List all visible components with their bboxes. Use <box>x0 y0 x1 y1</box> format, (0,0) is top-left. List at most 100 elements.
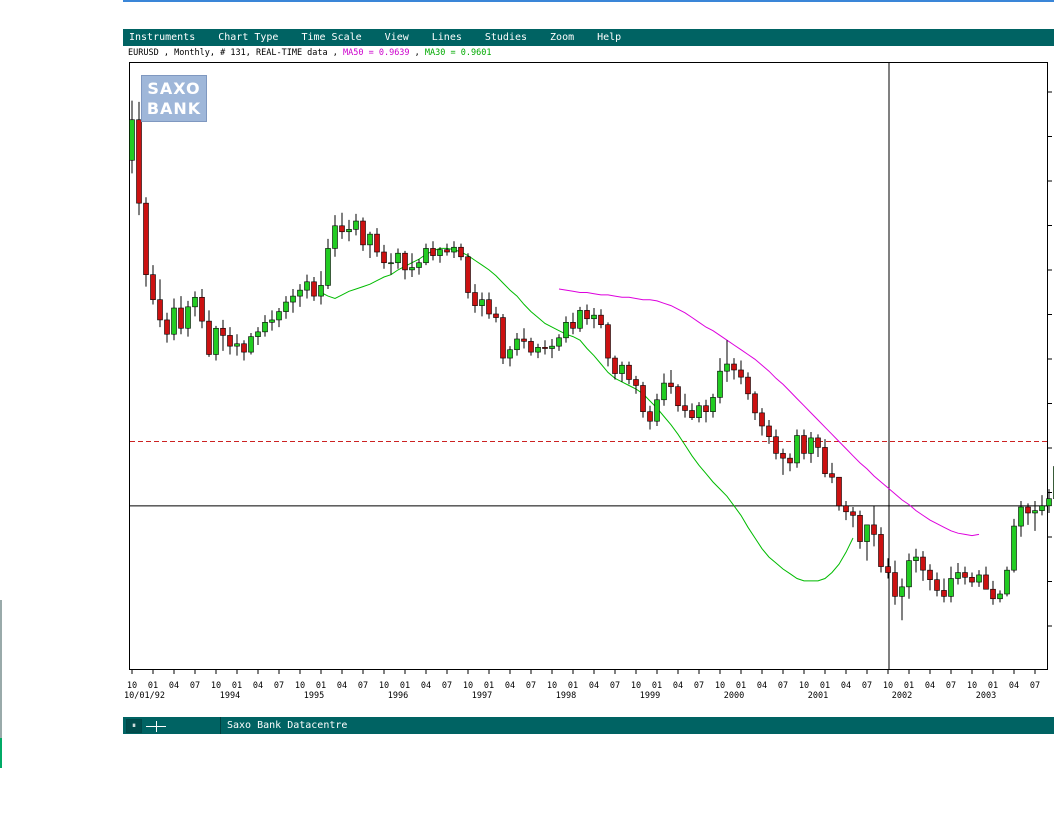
info-sep: , <box>327 48 344 58</box>
candle-body <box>906 560 912 588</box>
candle-body <box>605 324 611 359</box>
status-bar: ⏸ Saxo Bank Datacentre <box>123 717 1054 734</box>
candle-body <box>129 119 135 161</box>
candle-body <box>493 313 499 318</box>
candle-body <box>423 248 429 264</box>
candle-body <box>507 349 513 359</box>
candle-body <box>269 319 275 323</box>
x-tick-label: 10 <box>379 681 389 691</box>
candle-body <box>381 251 387 264</box>
candle-body <box>577 310 583 329</box>
candle-body <box>542 347 548 349</box>
candle-body <box>192 296 198 308</box>
candle-body <box>458 246 464 258</box>
candle-body <box>878 534 884 567</box>
menu-instruments[interactable]: Instruments <box>129 32 196 43</box>
candle-body <box>794 435 800 464</box>
x-tick-label: 04 <box>505 681 515 691</box>
candle-body <box>829 473 835 478</box>
x-tick-label: 10 <box>967 681 977 691</box>
x-tick-label: 04 <box>421 681 431 691</box>
candle-body <box>1039 505 1045 511</box>
candle-body <box>1018 506 1024 527</box>
candle-body <box>220 327 226 336</box>
menu-bar: Instruments Chart Type Time Scale View L… <box>123 29 1054 46</box>
x-tick-label: 07 <box>1030 681 1040 691</box>
candle-body <box>521 338 527 342</box>
info-feed: REAL-TIME data <box>256 48 328 58</box>
x-tick-label: 07 <box>610 681 620 691</box>
candle-body <box>738 369 744 378</box>
info-symbol: EURUSD <box>128 48 159 58</box>
candle-body <box>444 249 450 253</box>
candle-body <box>241 343 247 353</box>
menu-help[interactable]: Help <box>597 32 622 43</box>
x-tick-label: 01 <box>988 681 998 691</box>
candle-body <box>563 322 569 339</box>
crosshair-icon[interactable] <box>146 720 166 732</box>
x-tick-label: 07 <box>358 681 368 691</box>
info-sep: , <box>409 48 425 58</box>
candle-body <box>976 574 982 583</box>
candle-body <box>927 569 933 580</box>
x-tick-label: 10 <box>211 681 221 691</box>
x-tick-label: 10 <box>715 681 725 691</box>
menu-lines[interactable]: Lines <box>431 32 462 43</box>
candle-body <box>703 405 709 412</box>
chart-frame[interactable] <box>129 62 1048 670</box>
menu-chart-type[interactable]: Chart Type <box>218 32 279 43</box>
candle-body <box>675 386 681 407</box>
x-year-label: 2003 <box>976 691 996 701</box>
info-count: # 131 <box>220 48 246 58</box>
candle-body <box>339 225 345 233</box>
x-tick-label: 04 <box>925 681 935 691</box>
candle-body <box>535 347 541 353</box>
x-tick-label: 04 <box>169 681 179 691</box>
candle-body <box>255 331 261 337</box>
candle-body <box>395 252 401 264</box>
candle-body <box>409 267 415 271</box>
candle-body <box>885 566 891 573</box>
candle-body <box>1032 510 1038 514</box>
candle-body <box>913 556 919 561</box>
saxo-bank-logo: SAXO BANK <box>141 75 207 122</box>
candle-body <box>262 322 268 333</box>
candle-body <box>1025 506 1031 514</box>
candle-body <box>374 233 380 253</box>
x-tick-label: 07 <box>442 681 452 691</box>
candle-body <box>626 364 632 380</box>
candle-body <box>311 281 317 297</box>
candle-body <box>822 447 828 474</box>
candle-body <box>815 437 821 448</box>
menu-time-scale[interactable]: Time Scale <box>301 32 362 43</box>
candle-body <box>920 556 926 571</box>
pin-icon[interactable]: ⏸ <box>126 718 142 733</box>
candle-body <box>150 274 156 300</box>
menu-view[interactable]: View <box>384 32 409 43</box>
candle-body <box>367 233 373 246</box>
candle-body <box>717 370 723 398</box>
candle-body <box>451 246 457 253</box>
candle-body <box>934 579 940 591</box>
candle-body <box>136 119 142 204</box>
candle-body <box>689 410 695 418</box>
x-tick-label: 10 <box>631 681 641 691</box>
candle-body <box>206 320 212 355</box>
candle-body <box>570 322 576 329</box>
candle-body <box>948 578 954 597</box>
x-tick-label: 07 <box>274 681 284 691</box>
candle-body <box>668 382 674 387</box>
candle-body <box>619 364 625 374</box>
candle-body <box>962 572 968 578</box>
candle-body <box>514 338 520 351</box>
x-tick-label: 07 <box>862 681 872 691</box>
candle-body <box>990 588 996 600</box>
menu-studies[interactable]: Studies <box>484 32 528 43</box>
x-tick-label: 01 <box>820 681 830 691</box>
candle-body <box>640 385 646 412</box>
candle-body <box>437 249 443 256</box>
candle-body <box>199 296 205 322</box>
x-tick-label: 04 <box>841 681 851 691</box>
menu-zoom[interactable]: Zoom <box>550 32 575 43</box>
